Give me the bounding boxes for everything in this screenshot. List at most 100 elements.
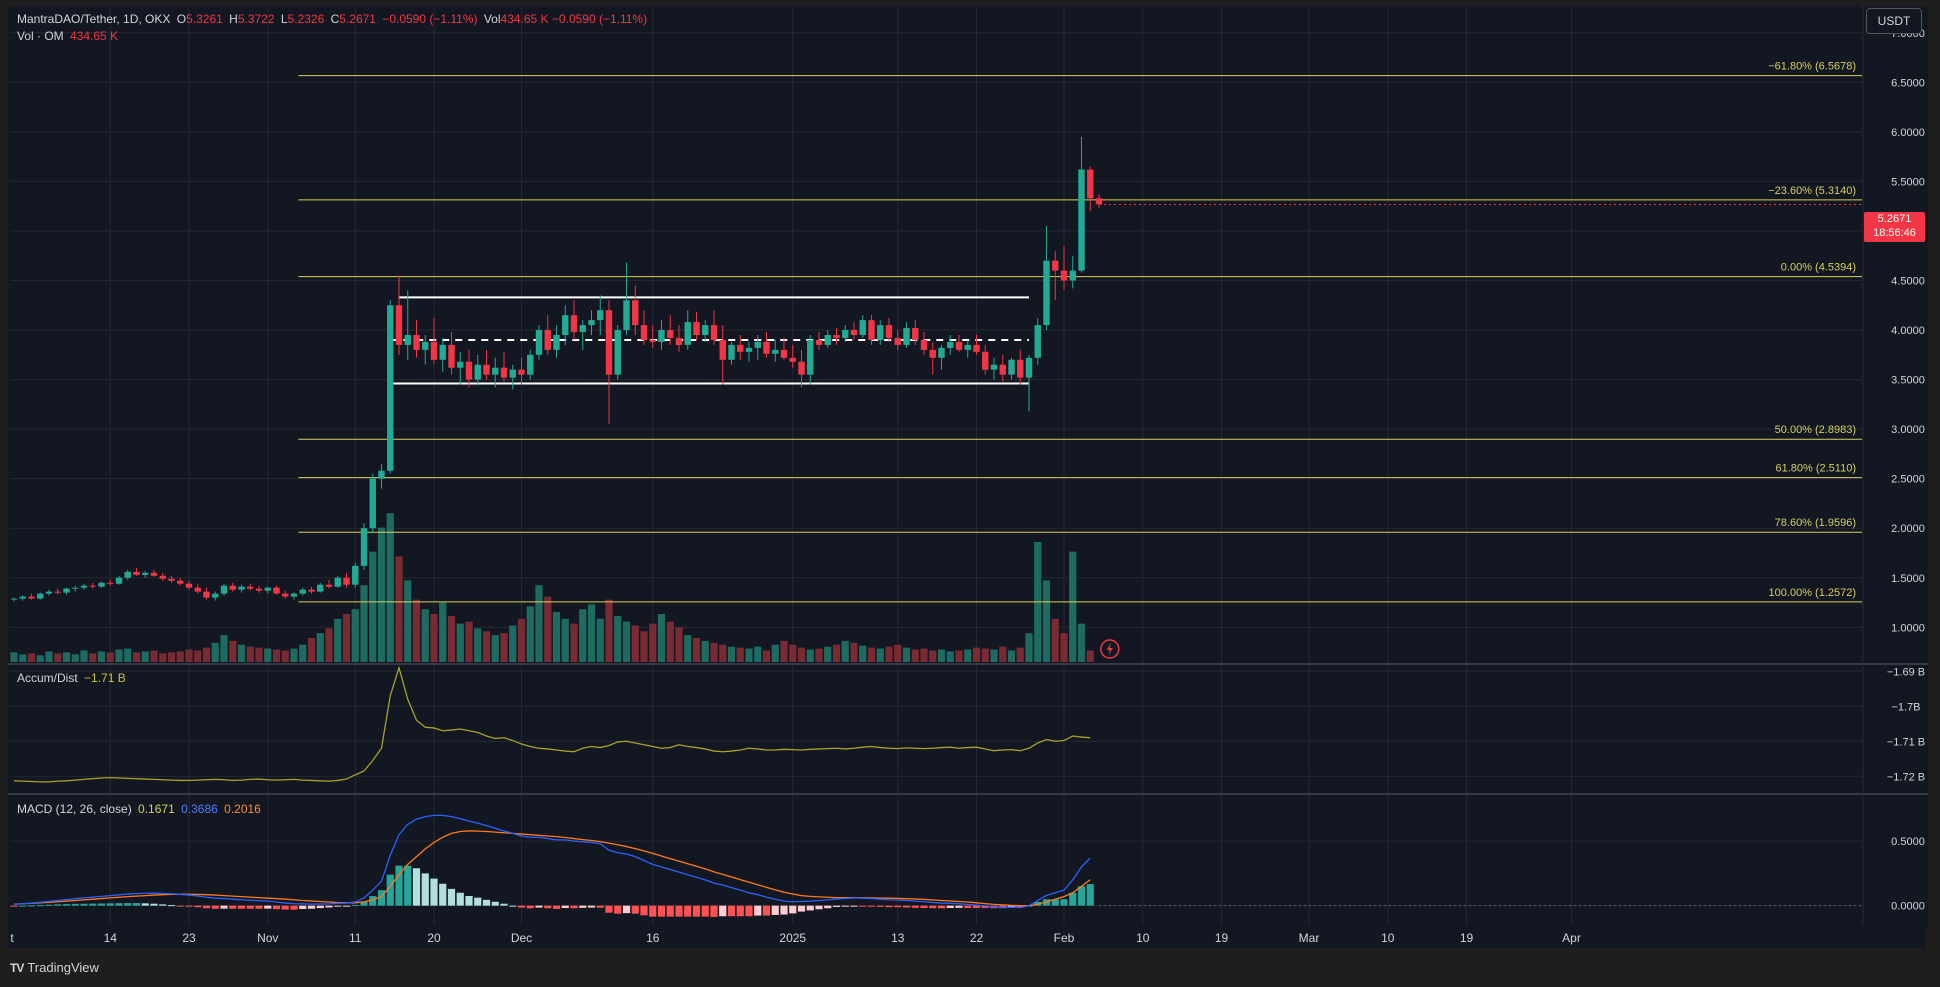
- macd-histogram-bar: [631, 905, 639, 914]
- macd-histogram-bar: [762, 905, 771, 916]
- accum-dist-value: −1.71 B: [84, 671, 126, 685]
- tradingview-brand[interactable]: TV TradingView: [10, 960, 99, 975]
- macd-histogram-bar: [412, 868, 421, 906]
- candle-body: [903, 328, 910, 345]
- fib-level-label: 50.00% (2.8983): [1775, 424, 1856, 436]
- macd-tick-label: 0.0000: [1891, 901, 1925, 913]
- macd-histogram-bar: [797, 905, 806, 912]
- volume-bar: [421, 609, 429, 662]
- candle-body: [780, 349, 788, 358]
- volume-bar: [369, 551, 377, 662]
- candle-body: [728, 344, 735, 360]
- volume-bar: [351, 609, 359, 662]
- fib-level-label: 78.60% (1.9596): [1775, 517, 1856, 529]
- candle-body: [684, 322, 691, 345]
- candle-body: [597, 310, 604, 321]
- time-tick-label: t: [10, 931, 14, 945]
- volume-bar: [106, 652, 114, 662]
- macd-histogram-bar: [535, 905, 543, 908]
- volume-bar: [97, 651, 106, 662]
- candle-body: [675, 337, 683, 345]
- candle-body: [395, 305, 403, 345]
- volume-bar: [780, 640, 788, 662]
- macd-histogram-bar: [640, 905, 648, 916]
- volume-bar: [211, 642, 219, 662]
- macd-histogram-bar: [710, 905, 718, 917]
- candle-body: [588, 320, 595, 326]
- ad-tick-label: −1.7B: [1891, 701, 1920, 713]
- volume-bar: [789, 644, 797, 662]
- time-axis-background: [8, 926, 1926, 948]
- macd-histogram-bar: [841, 905, 849, 907]
- candle-body: [885, 325, 893, 338]
- macd-histogram-bar: [97, 903, 106, 906]
- macd-histogram-bar: [701, 905, 709, 917]
- macd-histogram-bar: [605, 905, 613, 913]
- volume-bar: [141, 651, 149, 662]
- macd-histogram-bar: [911, 905, 919, 908]
- macd-histogram-bar: [832, 905, 841, 907]
- macd-histogram-bar: [10, 905, 18, 907]
- candle-body: [973, 344, 980, 352]
- candle-body: [474, 364, 481, 380]
- candle-body: [290, 593, 298, 597]
- macd-histogram-bar: [859, 905, 867, 907]
- macd-histogram-bar: [19, 905, 27, 907]
- high-value: 5.3722: [237, 12, 275, 26]
- macd-histogram-bar: [867, 905, 876, 907]
- candle-body: [238, 586, 245, 590]
- candle-body: [807, 339, 814, 375]
- candle-body: [439, 344, 446, 360]
- time-tick-label: 20: [427, 931, 441, 945]
- open-label: O: [176, 12, 187, 26]
- candle-body: [982, 351, 989, 370]
- time-tick-label: 13: [891, 931, 905, 945]
- candle-body: [579, 325, 586, 333]
- candle-body: [745, 347, 753, 352]
- currency-button[interactable]: USDT: [1866, 8, 1922, 34]
- low-label: L: [280, 12, 288, 26]
- macd-signal-line: [13, 830, 1091, 907]
- candle-body: [203, 591, 210, 598]
- candle-body: [500, 367, 508, 378]
- candle-body: [308, 589, 315, 592]
- candle-body: [360, 528, 368, 566]
- candle-body: [142, 572, 149, 575]
- macd-histogram-bar: [500, 903, 508, 906]
- volume-bar: [841, 640, 849, 662]
- volume-bar: [404, 580, 412, 662]
- volume-bar: [255, 647, 263, 662]
- volume-bar: [579, 609, 587, 662]
- macd-histogram-bar: [124, 903, 132, 906]
- macd-histogram-bar: [342, 905, 351, 907]
- candle-body: [527, 354, 534, 375]
- macd-histogram-bar: [360, 901, 368, 906]
- candle-body: [369, 478, 376, 529]
- macd-histogram-bar: [395, 865, 403, 906]
- volume-bar: [36, 655, 44, 662]
- vol-value: 434.65 K: [500, 12, 549, 26]
- candle-body: [457, 361, 464, 368]
- candle-body: [518, 369, 525, 375]
- candle-body: [877, 325, 884, 340]
- candle-body: [719, 339, 726, 360]
- volume-bar: [754, 646, 762, 662]
- macd-histogram-bar: [202, 905, 211, 909]
- macd-histogram-bar: [325, 905, 333, 908]
- candle-body: [938, 347, 945, 358]
- fib-level-label: 0.00% (4.5394): [1781, 262, 1856, 274]
- candle-body: [737, 344, 744, 352]
- signal-line-legend-value: 0.2016: [224, 802, 261, 816]
- volume-bar: [124, 648, 132, 662]
- volume-bar: [377, 527, 386, 662]
- volume-bar: [544, 596, 552, 662]
- volume-bar: [412, 599, 421, 662]
- macd-histogram-bar: [439, 883, 447, 906]
- volume-bar: [605, 599, 613, 662]
- macd-histogram-bar: [281, 905, 289, 910]
- price-tick-label: 3.5000: [1891, 375, 1925, 387]
- macd-histogram-bar: [150, 903, 158, 906]
- candle-body: [422, 341, 429, 350]
- price-tick-label: 4.0000: [1891, 325, 1925, 337]
